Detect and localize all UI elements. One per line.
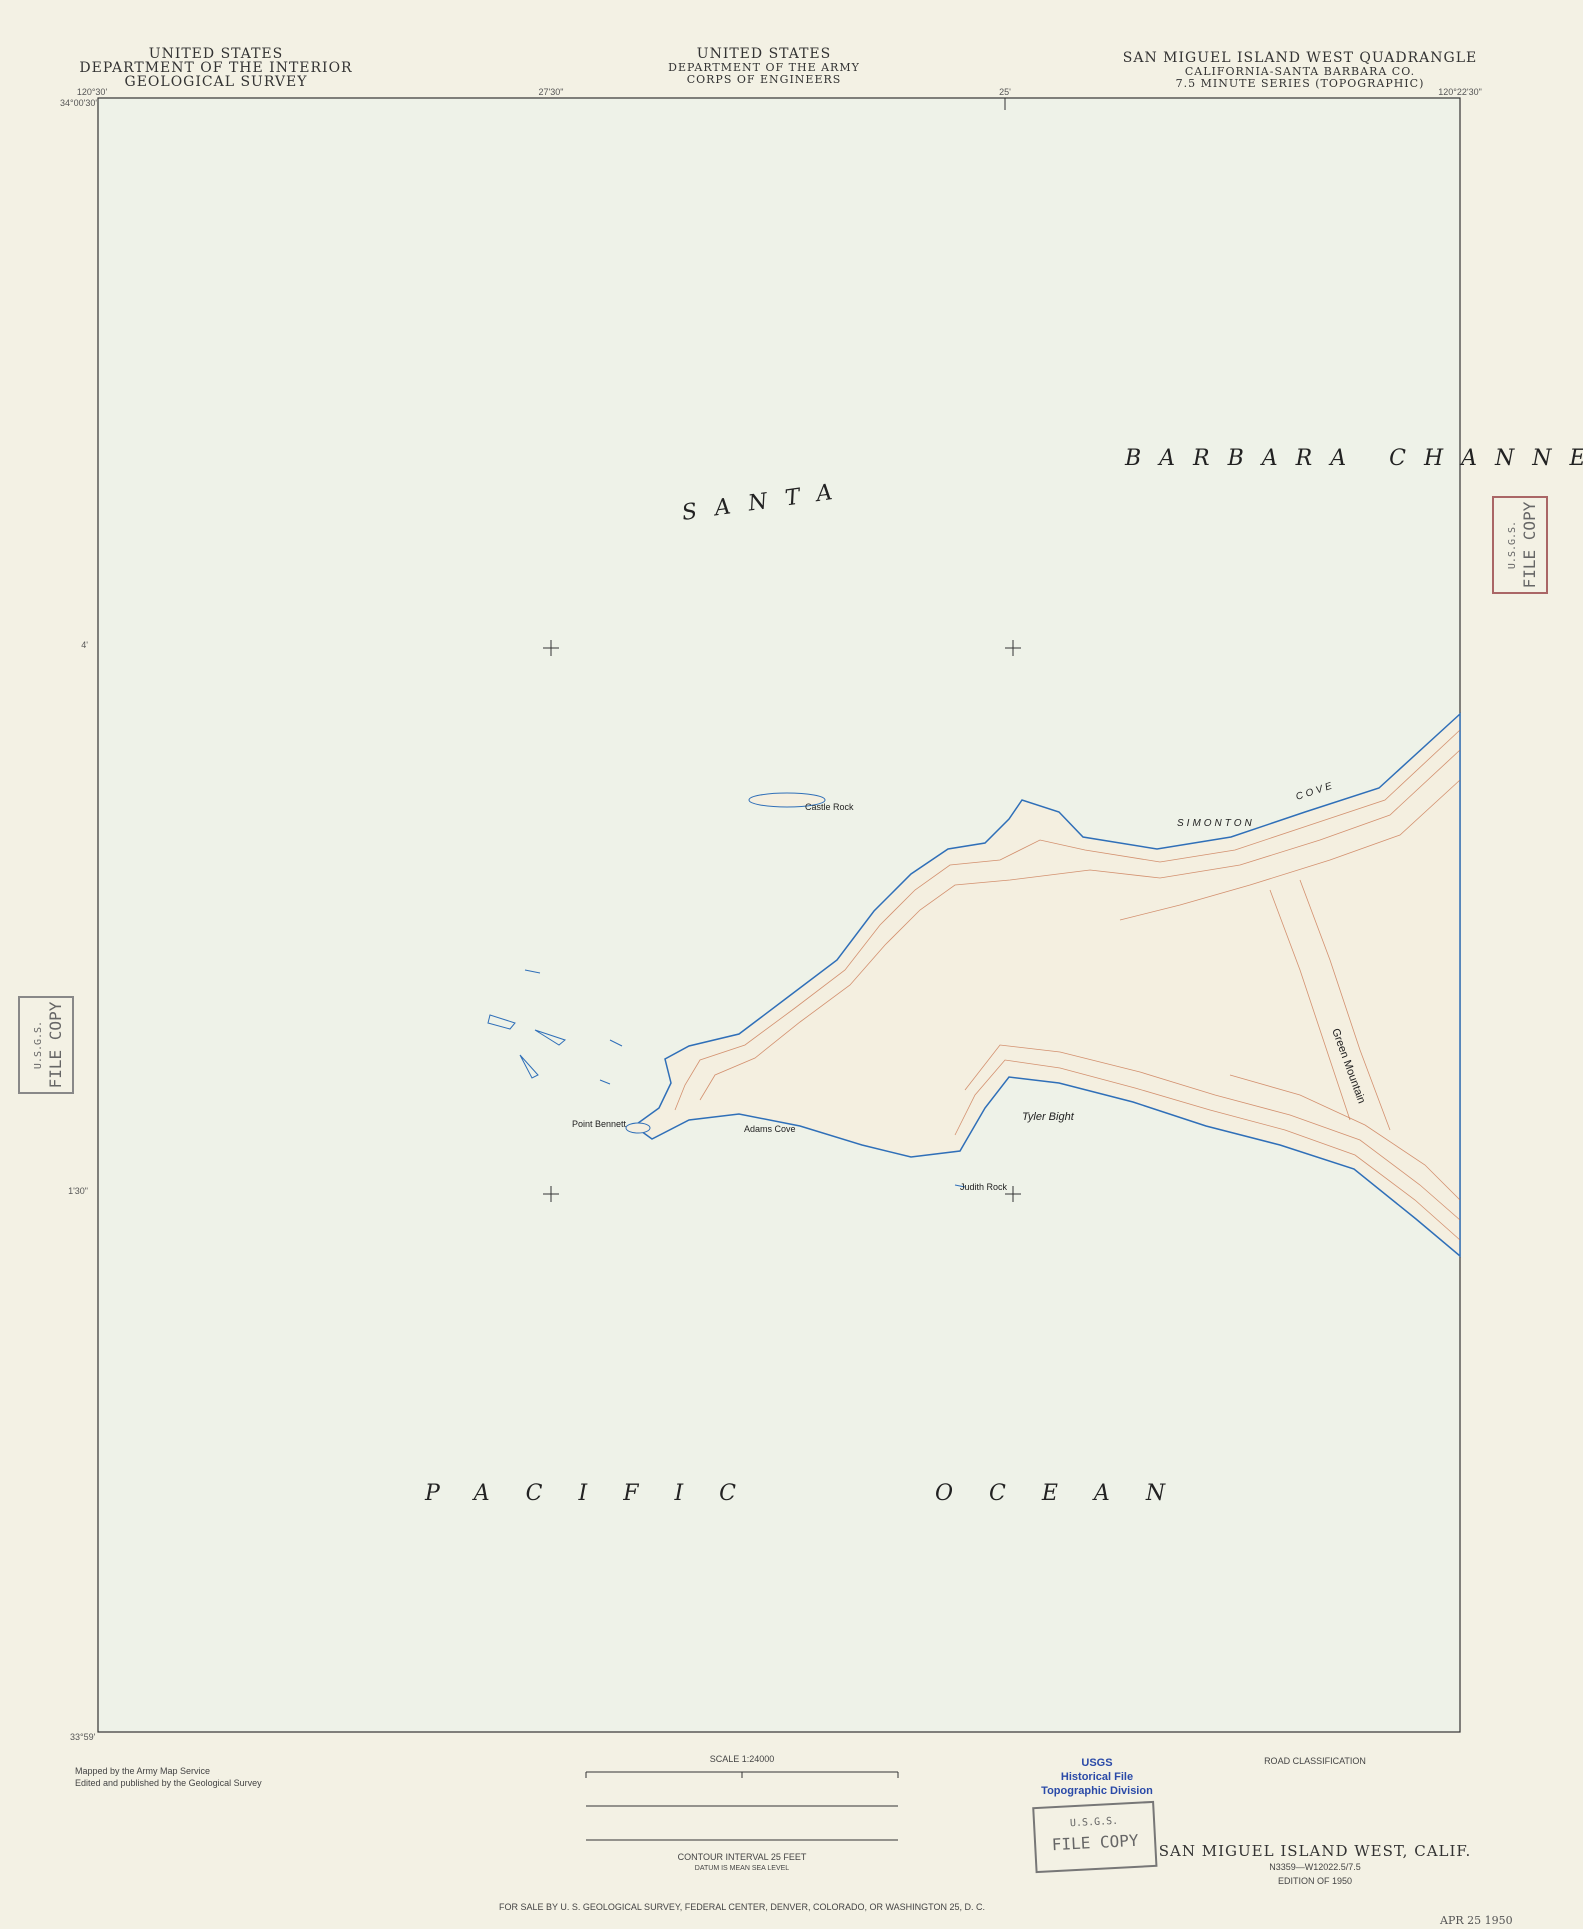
svg-text:U.S.G.S.: U.S.G.S. — [1507, 521, 1518, 569]
coordinate: 25' — [999, 87, 1011, 97]
coordinate: 1'30" — [68, 1186, 88, 1196]
rock — [625, 1122, 651, 1134]
edition: EDITION OF 1950 — [1278, 1876, 1352, 1886]
header-text: 7.5 MINUTE SERIES (TOPOGRAPHIC) — [1176, 77, 1425, 90]
header-text: DEPARTMENT OF THE INTERIOR — [79, 60, 352, 76]
contour-interval: CONTOUR INTERVAL 25 FEET — [678, 1852, 807, 1862]
sheet-name: SAN MIGUEL ISLAND WEST, CALIF. — [1159, 1842, 1472, 1860]
reefs — [487, 969, 966, 1188]
svg-text:Topographic Division: Topographic Division — [1041, 1785, 1153, 1797]
svg-text:Historical File: Historical File — [1061, 1771, 1133, 1783]
place-name: Point Bennett — [572, 1119, 627, 1129]
sheet-id: N3359—W12022.5/7.5 — [1269, 1862, 1361, 1872]
coordinate: 120°22'30" — [1438, 87, 1482, 97]
water-name: PACIFIC — [424, 1481, 772, 1506]
svg-text:FILE COPY: FILE COPY — [46, 1001, 65, 1088]
water-name: OCEAN — [935, 1481, 1201, 1506]
header-text: GEOLOGICAL SURVEY — [125, 74, 308, 90]
stamp: U.S.G.S. FILE COPY — [1032, 1800, 1158, 1874]
historical-stamp: USGS Historical File Topographic Divisio… — [1041, 1757, 1153, 1797]
road-heading: ROAD CLASSIFICATION — [1264, 1756, 1366, 1766]
island — [632, 712, 1461, 1258]
place-name: Judith Rock — [960, 1182, 1008, 1192]
coordinate: 33°59' — [70, 1732, 96, 1742]
water-name: BARBARA CHANNEL — [1124, 446, 1583, 471]
sale-note: FOR SALE BY U. S. GEOLOGICAL SURVEY, FED… — [499, 1902, 985, 1912]
svg-text:FILE COPY: FILE COPY — [1051, 1831, 1139, 1855]
header-text: UNITED STATES — [149, 46, 283, 62]
svg-text:FILE COPY: FILE COPY — [1520, 501, 1539, 588]
header-text: CORPS OF ENGINEERS — [687, 73, 842, 86]
date-stamp: APR 25 1950 — [1439, 1914, 1513, 1927]
coordinate: 120°30' — [77, 87, 108, 97]
place-name: Tyler Bight — [1022, 1111, 1075, 1123]
coordinate: 27'30" — [539, 87, 564, 97]
datum: DATUM IS MEAN SEA LEVEL — [695, 1865, 790, 1872]
header-text: CALIFORNIA-SANTA BARBARA CO. — [1185, 65, 1415, 78]
svg-text:U.S.G.S.: U.S.G.S. — [1070, 1816, 1119, 1830]
header-text: DEPARTMENT OF THE ARMY — [668, 61, 860, 74]
svg-text:U.S.G.S.: U.S.G.S. — [33, 1021, 44, 1069]
graticule-ticks — [543, 98, 1021, 1202]
header-text: UNITED STATES — [697, 46, 831, 62]
svg-text:USGS: USGS — [1081, 1757, 1112, 1769]
credit: Mapped by the Army Map Service — [75, 1766, 210, 1776]
castle-rock — [748, 792, 826, 808]
credit: Edited and published by the Geological S… — [75, 1778, 262, 1788]
scale-bar — [585, 1771, 899, 1841]
header-text: SAN MIGUEL ISLAND WEST QUADRANGLE — [1123, 50, 1477, 66]
stamp: U.S.G.S. FILE COPY — [1492, 496, 1548, 594]
place-name: Adams Cove — [744, 1124, 796, 1134]
contours — [674, 729, 1461, 1241]
coordinate: 4' — [81, 640, 88, 650]
scale: SCALE 1:24000 — [710, 1754, 775, 1764]
coordinate: 34°00'30" — [60, 98, 99, 108]
stamp: U.S.G.S. FILE COPY — [18, 996, 74, 1094]
place-name: Castle Rock — [805, 802, 854, 812]
place-name: SIMONTON — [1177, 818, 1255, 829]
